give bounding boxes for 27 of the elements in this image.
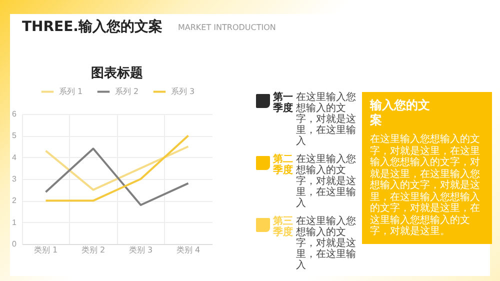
legend-label: 系列 2 <box>115 86 139 96</box>
legend-label: 系列 1 <box>59 86 83 96</box>
x-tick-label: 类别 2 <box>81 246 106 254</box>
y-tick-label: 5 <box>12 131 18 140</box>
text: 第二季度 <box>273 154 294 176</box>
x-tick-label: 类别 3 <box>128 246 153 254</box>
text: 在这里输入您想输入的文字，对就是这里，在这里输入 <box>296 216 357 271</box>
text: 在这里输入您想输入的文字，对就是这里，在这里输入您想输入的文字，对就是这里，在这里输入您想输入的文字，对就是这里，在这里输入您想输入的文字，对就是这里，在这里输入您想输入的文字，对就是这里。 <box>370 134 480 237</box>
legend-label: 系列 3 <box>171 86 195 96</box>
text: THREE.输入您的文案 <box>22 18 162 36</box>
line-series <box>44 146 190 191</box>
text: 在这里输入您想输入的文字，对就是这里，在这里输入 <box>296 154 357 209</box>
y-tick-label: 3 <box>12 174 18 184</box>
x-tick-label: 类别 1 <box>34 246 58 254</box>
text: 第三季度 <box>273 216 294 238</box>
line-series <box>44 148 190 206</box>
chart-title: 图表标题 <box>91 66 143 81</box>
y-tick-label: 0 <box>12 240 18 248</box>
text: 输入您的文案 <box>370 98 430 128</box>
y-tick-label: 6 <box>12 110 18 118</box>
text: MARKET INTRODUCTION <box>178 23 276 32</box>
x-tick-label: 类别 4 <box>176 246 200 254</box>
y-tick-label: 2 <box>12 196 18 206</box>
y-tick-label: 1 <box>12 218 18 227</box>
text: 在这里输入您想输入的文字，对就是这里，在这里输入 <box>296 92 357 147</box>
y-tick-label: 4 <box>12 152 18 162</box>
text: 第一季度 <box>273 92 294 114</box>
